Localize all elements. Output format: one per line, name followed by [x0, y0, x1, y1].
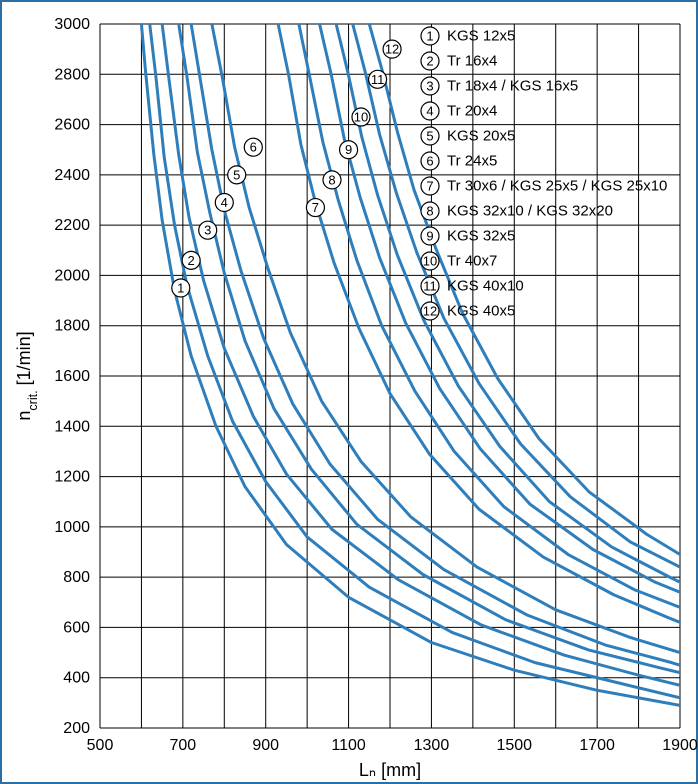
- x-tick-label: 1300: [414, 737, 450, 754]
- curve-bubble-9: 9: [345, 142, 352, 157]
- x-tick-label: 1500: [496, 737, 532, 754]
- y-tick-label: 400: [63, 670, 90, 687]
- legend-label: Tr 20x4: [447, 103, 497, 120]
- y-tick-label: 2000: [54, 267, 90, 284]
- y-tick-label: 1000: [54, 519, 90, 536]
- chart-svg: 1234567891011125007009001100130015001700…: [0, 0, 698, 784]
- legend-label: KGS 40x10: [447, 278, 524, 295]
- curve-bubble-10: 10: [354, 110, 368, 125]
- y-tick-label: 2400: [54, 167, 90, 184]
- x-tick-label: 900: [252, 737, 279, 754]
- curve-bubble-3: 3: [204, 223, 211, 238]
- legend-number: 12: [423, 304, 437, 319]
- curve-bubble-11: 11: [371, 72, 385, 87]
- curve-bubble-1: 1: [177, 281, 184, 296]
- legend-number: 2: [426, 54, 433, 69]
- legend-label: KGS 20x5: [447, 128, 515, 145]
- y-tick-label: 1800: [54, 318, 90, 335]
- x-tick-label: 1900: [662, 737, 698, 754]
- x-axis-label: Lₙ [mm]: [359, 760, 421, 780]
- x-tick-label: 1100: [331, 737, 366, 754]
- legend-label: Tr 18x4 / KGS 16x5: [447, 78, 578, 95]
- y-tick-label: 2200: [54, 217, 90, 234]
- curve-bubble-5: 5: [233, 167, 240, 182]
- legend-number: 10: [423, 254, 437, 269]
- legend-label: Tr 24x5: [447, 153, 497, 170]
- curve-bubble-2: 2: [188, 253, 195, 268]
- curve-bubble-7: 7: [312, 200, 319, 215]
- critical-speed-chart: 1234567891011125007009001100130015001700…: [0, 0, 698, 784]
- legend-number: 8: [426, 204, 433, 219]
- legend-number: 3: [426, 79, 433, 94]
- y-tick-label: 3000: [54, 16, 90, 33]
- legend-number: 6: [426, 154, 433, 169]
- legend-label: Tr 16x4: [447, 53, 497, 70]
- x-tick-label: 700: [170, 737, 197, 754]
- legend-number: 11: [423, 279, 437, 294]
- y-tick-label: 2800: [54, 66, 90, 83]
- y-tick-label: 1400: [54, 418, 90, 435]
- legend-label: KGS 40x5: [447, 303, 515, 320]
- legend-number: 4: [426, 104, 433, 119]
- curve-bubble-12: 12: [385, 42, 399, 57]
- y-tick-label: 1200: [54, 469, 90, 486]
- legend-number: 5: [426, 129, 433, 144]
- legend-number: 9: [426, 229, 433, 244]
- curve-bubble-8: 8: [328, 172, 335, 187]
- x-tick-label: 1700: [579, 737, 615, 754]
- legend-label: KGS 12x5: [447, 28, 515, 45]
- curve-bubble-4: 4: [221, 195, 228, 210]
- y-tick-label: 2600: [54, 117, 90, 134]
- legend-label: Tr 40x7: [447, 253, 497, 270]
- y-tick-label: 600: [63, 619, 90, 636]
- legend-label: KGS 32x10 / KGS 32x20: [447, 203, 613, 220]
- y-tick-label: 200: [63, 720, 90, 737]
- x-tick-label: 500: [87, 737, 114, 754]
- legend-number: 1: [426, 29, 433, 44]
- legend-label: Tr 30x6 / KGS 25x5 / KGS 25x10: [447, 178, 667, 195]
- curve-bubble-6: 6: [250, 140, 257, 155]
- legend-label: KGS 32x5: [447, 228, 515, 245]
- legend-number: 7: [426, 179, 433, 194]
- y-tick-label: 800: [63, 569, 90, 586]
- y-tick-label: 1600: [54, 368, 90, 385]
